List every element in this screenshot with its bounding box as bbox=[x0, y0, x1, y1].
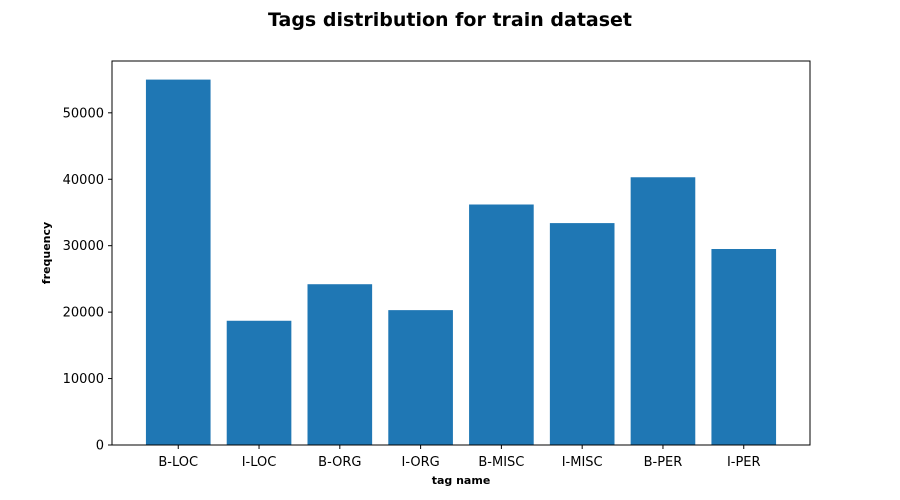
bar-b-org bbox=[307, 284, 373, 445]
bar-i-org bbox=[388, 310, 453, 445]
x-tick-label-b-misc: B-MISC bbox=[478, 455, 524, 470]
bar-b-misc bbox=[469, 204, 534, 445]
x-tick-label-i-per: I-PER bbox=[727, 455, 761, 470]
y-tick-label: 40000 bbox=[63, 173, 104, 188]
x-tick-label-b-loc: B-LOC bbox=[158, 455, 198, 470]
y-tick-label: 30000 bbox=[63, 239, 104, 254]
chart-title: Tags distribution for train dataset bbox=[268, 9, 632, 31]
x-axis-label: tag name bbox=[432, 474, 491, 487]
bar-b-per bbox=[630, 177, 696, 445]
x-tick-label-i-org: I-ORG bbox=[401, 455, 439, 470]
bar-i-misc bbox=[549, 223, 615, 445]
y-tick-label: 0 bbox=[96, 439, 104, 454]
bar-b-loc bbox=[145, 79, 211, 445]
x-tick-label-b-per: B-PER bbox=[644, 455, 683, 470]
x-tick-label-b-org: B-ORG bbox=[318, 455, 361, 470]
y-tick-label: 20000 bbox=[63, 306, 104, 321]
plot-area: 0 10000 20000 30000 40000 50000 B-LOC I-LOC B-OR… bbox=[63, 60, 811, 470]
y-tick-label: 10000 bbox=[63, 372, 104, 387]
x-tick-label-i-loc: I-LOC bbox=[242, 455, 277, 470]
bar-i-per bbox=[711, 249, 777, 445]
axes-frame bbox=[111, 60, 811, 446]
bar-i-loc bbox=[226, 320, 292, 445]
x-tick-label-i-misc: I-MISC bbox=[562, 455, 603, 470]
y-axis-label: frequency bbox=[40, 222, 53, 284]
y-tick-label: 50000 bbox=[63, 106, 104, 121]
